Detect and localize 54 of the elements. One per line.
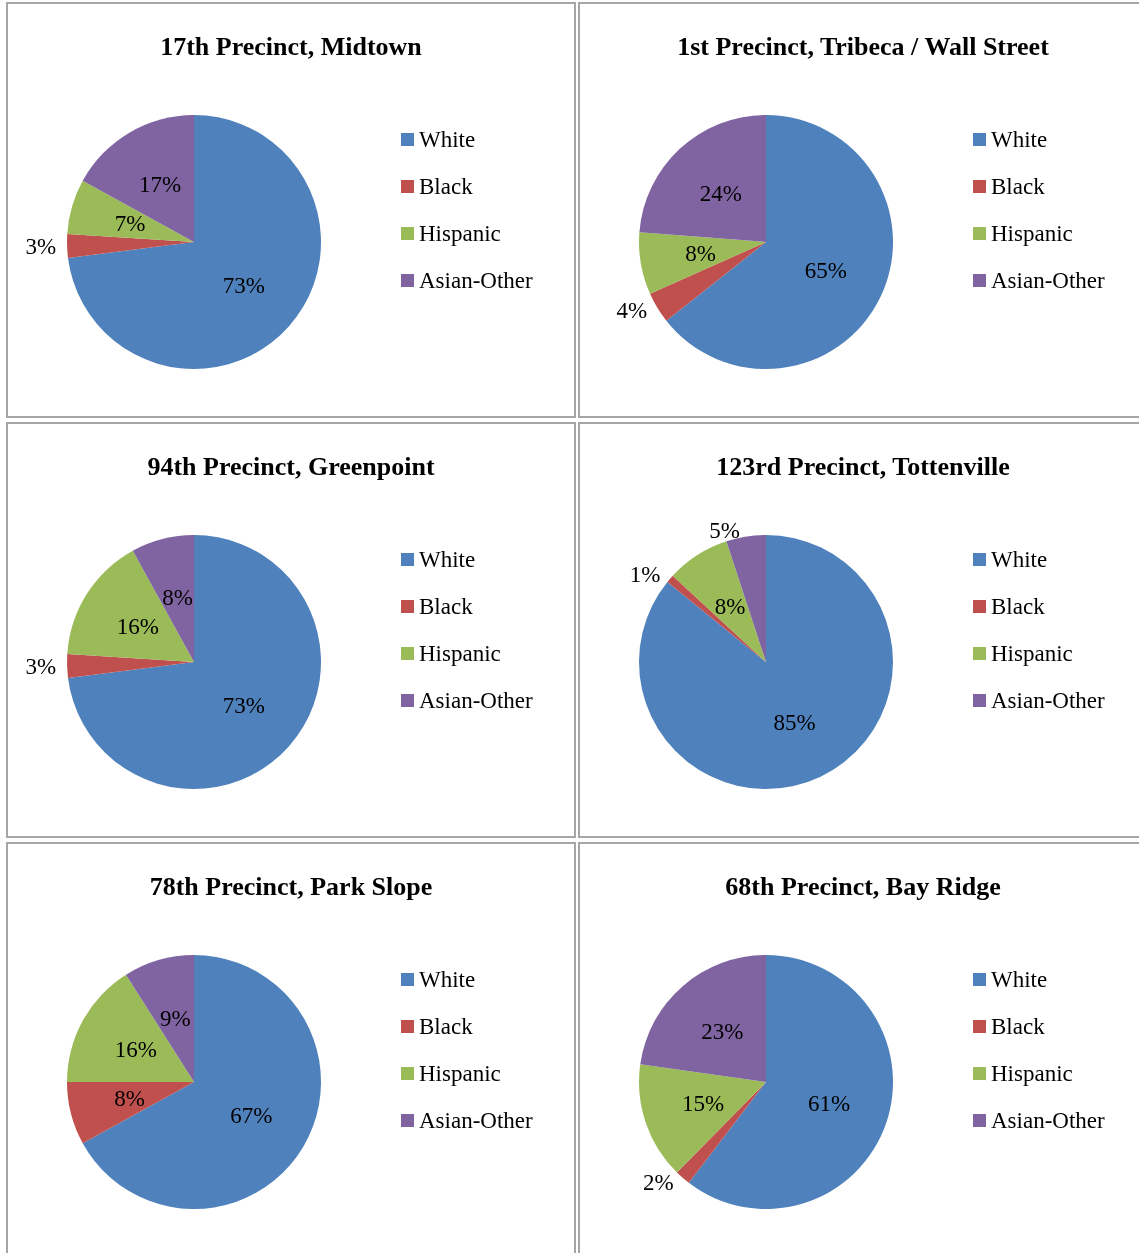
data-label: 3% xyxy=(25,233,57,259)
data-label: 8% xyxy=(162,585,193,611)
chart-title: 17th Precinct, Midtown xyxy=(160,32,423,61)
legend-label: Asian-Other xyxy=(991,688,1106,713)
chart-title: 94th Precinct, Greenpoint xyxy=(147,452,435,481)
legend-label: Hispanic xyxy=(991,1061,1073,1086)
data-label: 5% xyxy=(709,518,740,544)
legend-label: White xyxy=(419,127,476,152)
data-label: 7% xyxy=(114,210,146,236)
legend-label: Black xyxy=(991,174,1046,199)
data-label: 15% xyxy=(681,1090,725,1116)
data-label: 16% xyxy=(114,1037,157,1063)
legend-label: Hispanic xyxy=(419,1061,501,1086)
chart-title: 68th Precinct, Bay Ridge xyxy=(725,872,1001,901)
legend-label: Black xyxy=(419,174,474,199)
data-label: 8% xyxy=(685,240,716,266)
legend-label: Hispanic xyxy=(419,221,501,246)
legend-label: Asian-Other xyxy=(419,688,534,713)
data-label: 8% xyxy=(114,1086,145,1112)
legend-label: Black xyxy=(419,594,474,619)
legend-label: Hispanic xyxy=(419,641,501,666)
legend-label: Asian-Other xyxy=(419,1108,534,1133)
data-label: 85% xyxy=(773,709,816,735)
chart-title: 1st Precinct, Tribeca / Wall Street xyxy=(677,32,1050,61)
data-label: 67% xyxy=(230,1103,273,1129)
legend-label: Hispanic xyxy=(991,221,1073,246)
data-label: 23% xyxy=(701,1019,744,1045)
legend-label: White xyxy=(419,967,476,992)
chart-title: 123rd Precinct, Tottenville xyxy=(716,452,1010,481)
legend-label: White xyxy=(991,547,1048,572)
legend-label: Hispanic xyxy=(991,641,1073,666)
legend-label: Asian-Other xyxy=(991,268,1106,293)
legend-label: White xyxy=(419,547,476,572)
data-label: 9% xyxy=(160,1005,191,1031)
chart-title: 78th Precinct, Park Slope xyxy=(149,872,433,901)
data-label: 24% xyxy=(699,180,742,206)
legend-label: Black xyxy=(991,594,1046,619)
data-label: 73% xyxy=(222,693,265,719)
legend-label: White xyxy=(991,127,1048,152)
legend-label: White xyxy=(991,967,1048,992)
data-label: 8% xyxy=(714,593,746,619)
legend-label: Black xyxy=(991,1014,1046,1039)
legend-label: Asian-Other xyxy=(419,268,534,293)
legend-label: Black xyxy=(419,1014,474,1039)
data-label: 65% xyxy=(804,258,847,284)
legend-label: Asian-Other xyxy=(991,1108,1106,1133)
data-label: 1% xyxy=(629,562,661,588)
data-label: 73% xyxy=(222,273,265,299)
data-label: 3% xyxy=(25,653,57,679)
data-label: 2% xyxy=(643,1169,674,1195)
data-label: 16% xyxy=(116,613,159,639)
data-label: 61% xyxy=(807,1090,851,1116)
data-label: 17% xyxy=(139,172,182,198)
data-label: 4% xyxy=(616,298,648,324)
